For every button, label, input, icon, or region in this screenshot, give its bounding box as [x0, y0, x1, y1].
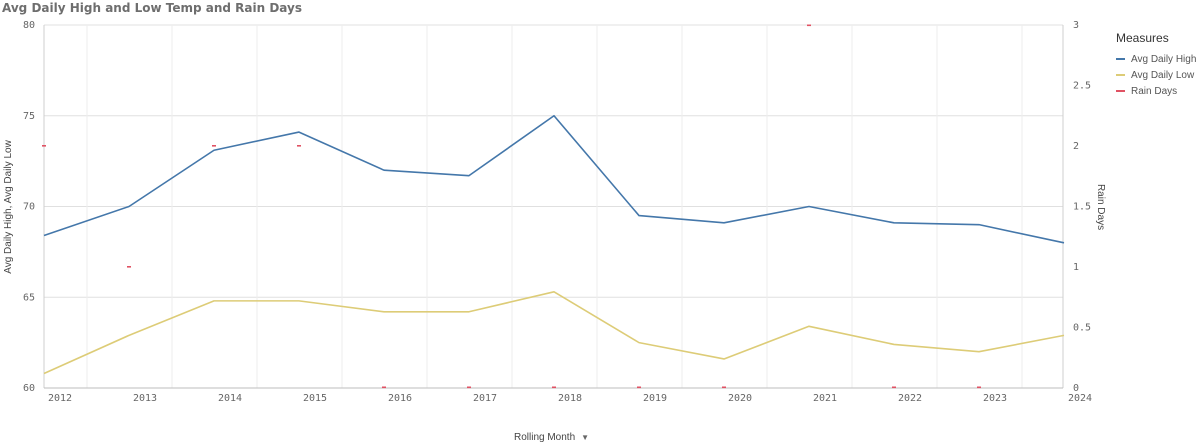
caret-down-icon: ▼: [581, 433, 590, 442]
legend-item[interactable]: Rain Days: [1116, 83, 1196, 99]
y-tick-label: 65: [23, 292, 35, 303]
y-tick-label: 75: [23, 111, 35, 122]
y2-axis-title: Rain Days: [1095, 184, 1106, 230]
y-tick-label: 70: [23, 202, 35, 213]
y2-tick-label: 0: [1073, 383, 1079, 394]
rain-day-marker: [467, 386, 471, 389]
rain-day-marker: [212, 145, 216, 147]
legend-label: Rain Days: [1131, 85, 1178, 97]
x-tick-label: 2021: [813, 393, 837, 404]
x-tick-label: 2013: [133, 393, 157, 404]
rain-day-markers: [42, 24, 981, 389]
y2-tick-label: 2.5: [1073, 81, 1091, 92]
rain-day-marker: [552, 386, 556, 389]
y-axis-title: Avg Daily High, Avg Daily Low: [3, 139, 14, 273]
series-line-avg-daily-high: [43, 114, 1065, 244]
y2-tick-label: 0.5: [1073, 323, 1091, 334]
y-axis-ticks: 60 65 70 75 80: [23, 20, 35, 394]
rain-day-marker: [297, 145, 301, 147]
x-tick-label: 2023: [983, 393, 1007, 404]
rain-day-marker: [722, 386, 726, 389]
x-axis-title-dropdown[interactable]: Rolling Month ▼: [514, 432, 589, 443]
y2-tick-label: 3: [1073, 20, 1079, 31]
x-tick-label: 2019: [643, 393, 667, 404]
x-tick-label: 2014: [218, 393, 242, 404]
x-axis-title: Rolling Month: [514, 432, 576, 443]
x-tick-label: 2016: [388, 393, 412, 404]
x-axis-ticks: 2012 2013 2014 2015 2016 2017 2018 2019 2020 2021…: [48, 393, 1092, 404]
x-tick-label: 2017: [473, 393, 497, 404]
rain-day-marker: [977, 386, 981, 389]
x-tick-label: 2024: [1068, 393, 1092, 404]
legend-label: Avg Daily High: [1131, 53, 1197, 65]
legend: Measures Avg Daily High Avg Daily Low Rain…: [1116, 31, 1196, 99]
y-tick-label: 80: [23, 20, 35, 31]
rain-day-marker: [892, 386, 896, 389]
chart-title: Avg Daily High and Low Temp and Rain Day…: [2, 1, 302, 15]
rain-day-marker: [42, 145, 46, 147]
x-tick-label: 2022: [898, 393, 922, 404]
legend-swatch: [1116, 74, 1125, 76]
legend-items: Avg Daily High Avg Daily Low Rain Days: [1116, 51, 1196, 99]
series-lines: [43, 114, 1065, 375]
y2-tick-label: 1: [1073, 262, 1079, 273]
rain-day-marker: [807, 24, 811, 27]
legend-swatch: [1116, 90, 1125, 92]
legend-title: Measures: [1116, 31, 1169, 45]
legend-label: Avg Daily Low: [1131, 69, 1195, 81]
rain-day-marker: [637, 386, 641, 389]
y2-axis-ticks: 0 0.5 1 1.5 2 2.5 3: [1073, 20, 1091, 394]
rain-day-marker: [382, 386, 386, 389]
y2-tick-label: 2: [1073, 141, 1079, 152]
legend-item[interactable]: Avg Daily High: [1116, 51, 1196, 67]
y-tick-label: 60: [23, 383, 35, 394]
series-line-avg-daily-low: [43, 291, 1065, 375]
y2-tick-label: 1.5: [1073, 202, 1091, 213]
x-tick-label: 2012: [48, 393, 72, 404]
legend-item[interactable]: Avg Daily Low: [1116, 67, 1196, 83]
x-tick-label: 2015: [303, 393, 327, 404]
x-tick-label: 2020: [728, 393, 752, 404]
x-tick-label: 2018: [558, 393, 582, 404]
legend-swatch: [1116, 58, 1125, 60]
rain-day-marker: [127, 266, 131, 268]
grid: [43, 24, 1064, 389]
